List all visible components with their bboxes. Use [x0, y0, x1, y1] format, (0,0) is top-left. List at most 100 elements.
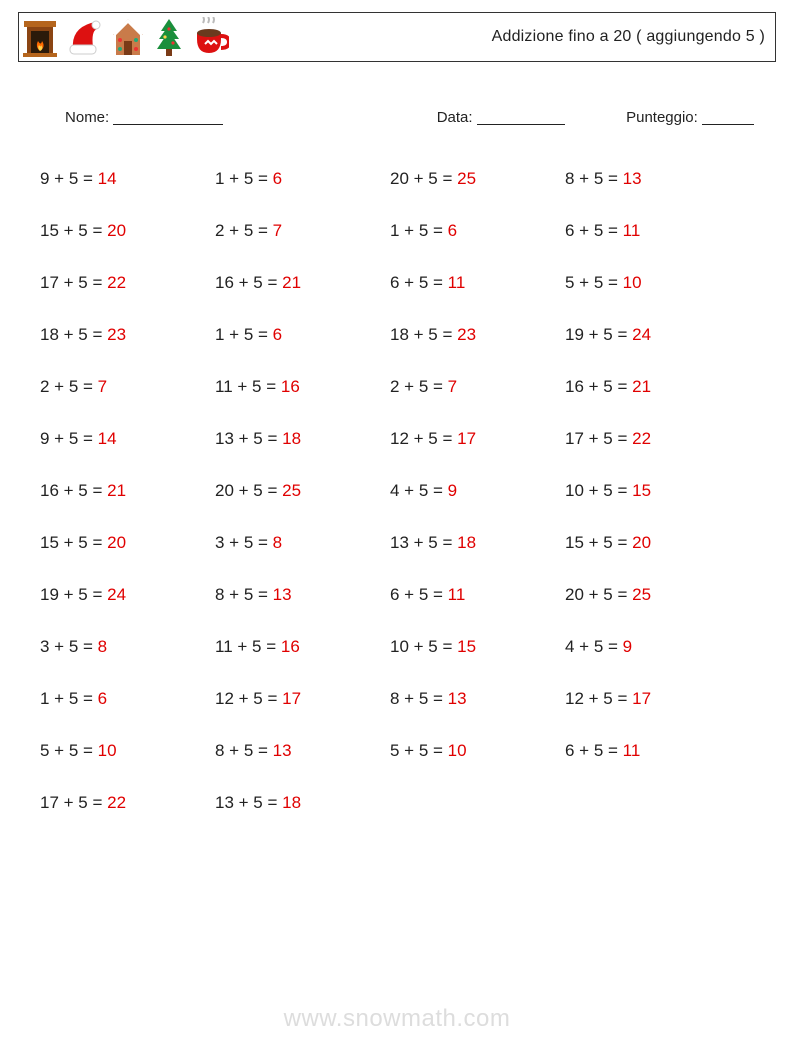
problem-expression: 2 + 5 = — [40, 377, 98, 396]
problem-cell: 2 + 5 = 7 — [40, 377, 215, 397]
problem-expression: 6 + 5 = — [565, 221, 623, 240]
problem-expression: 13 + 5 = — [390, 533, 457, 552]
fireplace-icon — [23, 17, 57, 57]
problem-answer: 17 — [632, 689, 651, 708]
header-icons — [23, 13, 229, 61]
problem-expression: 20 + 5 = — [390, 169, 457, 188]
problem-answer: 13 — [273, 741, 292, 760]
problem-answer: 10 — [448, 741, 467, 760]
score-field: Punteggio: — [593, 92, 754, 143]
name-label: Nome: — [65, 109, 113, 126]
problem-cell: 8 + 5 = 13 — [215, 585, 390, 605]
problem-cell: 8 + 5 = 13 — [565, 169, 740, 189]
problem-answer: 9 — [448, 481, 457, 500]
worksheet-page: Addizione fino a 20 ( aggiungendo 5 ) No… — [0, 0, 794, 1053]
problem-expression: 15 + 5 = — [40, 221, 107, 240]
problem-expression: 5 + 5 = — [390, 741, 448, 760]
gingerbread-house-icon — [111, 17, 145, 57]
problem-expression: 12 + 5 = — [390, 429, 457, 448]
problem-answer: 7 — [448, 377, 457, 396]
problem-answer: 18 — [282, 429, 301, 448]
problem-expression: 6 + 5 = — [565, 741, 623, 760]
problem-expression: 9 + 5 = — [40, 429, 98, 448]
hot-cocoa-icon — [193, 17, 229, 57]
problem-cell: 1 + 5 = 6 — [390, 221, 565, 241]
problem-answer: 21 — [107, 481, 126, 500]
problem-answer: 11 — [448, 273, 466, 292]
problem-answer: 21 — [632, 377, 651, 396]
problem-expression: 8 + 5 = — [215, 741, 273, 760]
problem-expression: 6 + 5 = — [390, 585, 448, 604]
problem-cell: 1 + 5 = 6 — [40, 689, 215, 709]
problem-answer: 20 — [107, 533, 126, 552]
problem-cell: 3 + 5 = 8 — [40, 637, 215, 657]
problem-answer: 7 — [273, 221, 282, 240]
problem-answer: 17 — [457, 429, 476, 448]
problem-cell — [565, 793, 740, 813]
problem-answer: 13 — [448, 689, 467, 708]
score-blank[interactable] — [702, 124, 754, 125]
problem-answer: 22 — [107, 793, 126, 812]
problem-cell: 12 + 5 = 17 — [565, 689, 740, 709]
problem-expression: 4 + 5 = — [565, 637, 623, 656]
problem-expression: 1 + 5 = — [390, 221, 448, 240]
problem-cell: 5 + 5 = 10 — [565, 273, 740, 293]
problem-answer: 14 — [98, 429, 117, 448]
problem-answer: 10 — [623, 273, 642, 292]
problem-cell: 12 + 5 = 17 — [215, 689, 390, 709]
problem-answer: 23 — [107, 325, 126, 344]
problem-cell: 2 + 5 = 7 — [215, 221, 390, 241]
problem-expression: 13 + 5 = — [215, 793, 282, 812]
problem-expression: 10 + 5 = — [390, 637, 457, 656]
problem-expression: 1 + 5 = — [40, 689, 98, 708]
problem-expression: 19 + 5 = — [40, 585, 107, 604]
problem-expression: 3 + 5 = — [215, 533, 273, 552]
meta-row: Nome: Data: Punteggio: — [40, 92, 754, 143]
problem-answer: 25 — [457, 169, 476, 188]
problem-cell: 19 + 5 = 24 — [40, 585, 215, 605]
problem-answer: 22 — [107, 273, 126, 292]
problem-cell: 20 + 5 = 25 — [390, 169, 565, 189]
problem-answer: 6 — [273, 169, 282, 188]
problem-cell: 16 + 5 = 21 — [565, 377, 740, 397]
problem-expression: 17 + 5 = — [40, 273, 107, 292]
problem-answer: 6 — [448, 221, 457, 240]
problem-expression: 2 + 5 = — [215, 221, 273, 240]
problem-answer: 9 — [623, 637, 632, 656]
problem-cell: 10 + 5 = 15 — [390, 637, 565, 657]
name-blank[interactable] — [113, 124, 223, 125]
problem-expression: 11 + 5 = — [215, 637, 281, 656]
problem-answer: 22 — [632, 429, 651, 448]
problem-cell: 2 + 5 = 7 — [390, 377, 565, 397]
name-field: Nome: — [40, 92, 223, 143]
problem-expression: 12 + 5 = — [565, 689, 632, 708]
problem-answer: 10 — [98, 741, 117, 760]
problem-cell: 20 + 5 = 25 — [215, 481, 390, 501]
problem-expression: 5 + 5 = — [40, 741, 98, 760]
problem-answer: 6 — [273, 325, 282, 344]
problem-cell: 17 + 5 = 22 — [40, 273, 215, 293]
problem-expression: 13 + 5 = — [215, 429, 282, 448]
problems-grid: 9 + 5 = 141 + 5 = 620 + 5 = 258 + 5 = 13… — [40, 169, 776, 813]
problem-cell: 8 + 5 = 13 — [390, 689, 565, 709]
problem-answer: 6 — [98, 689, 107, 708]
problem-expression: 1 + 5 = — [215, 169, 273, 188]
problem-answer: 25 — [282, 481, 301, 500]
problem-expression: 1 + 5 = — [215, 325, 273, 344]
problem-expression: 20 + 5 = — [565, 585, 632, 604]
problem-expression: 10 + 5 = — [565, 481, 632, 500]
problem-cell: 13 + 5 = 18 — [215, 793, 390, 813]
date-field: Data: — [403, 92, 564, 143]
date-blank[interactable] — [477, 124, 565, 125]
problem-answer: 16 — [281, 637, 300, 656]
problem-answer: 11 — [623, 221, 641, 240]
problem-cell: 9 + 5 = 14 — [40, 429, 215, 449]
problem-cell: 4 + 5 = 9 — [390, 481, 565, 501]
problem-expression: 3 + 5 = — [40, 637, 98, 656]
problem-cell: 15 + 5 = 20 — [40, 533, 215, 553]
problem-cell: 16 + 5 = 21 — [215, 273, 390, 293]
problem-answer: 8 — [273, 533, 282, 552]
problem-answer: 15 — [632, 481, 651, 500]
problem-cell: 15 + 5 = 20 — [565, 533, 740, 553]
problem-answer: 13 — [623, 169, 642, 188]
